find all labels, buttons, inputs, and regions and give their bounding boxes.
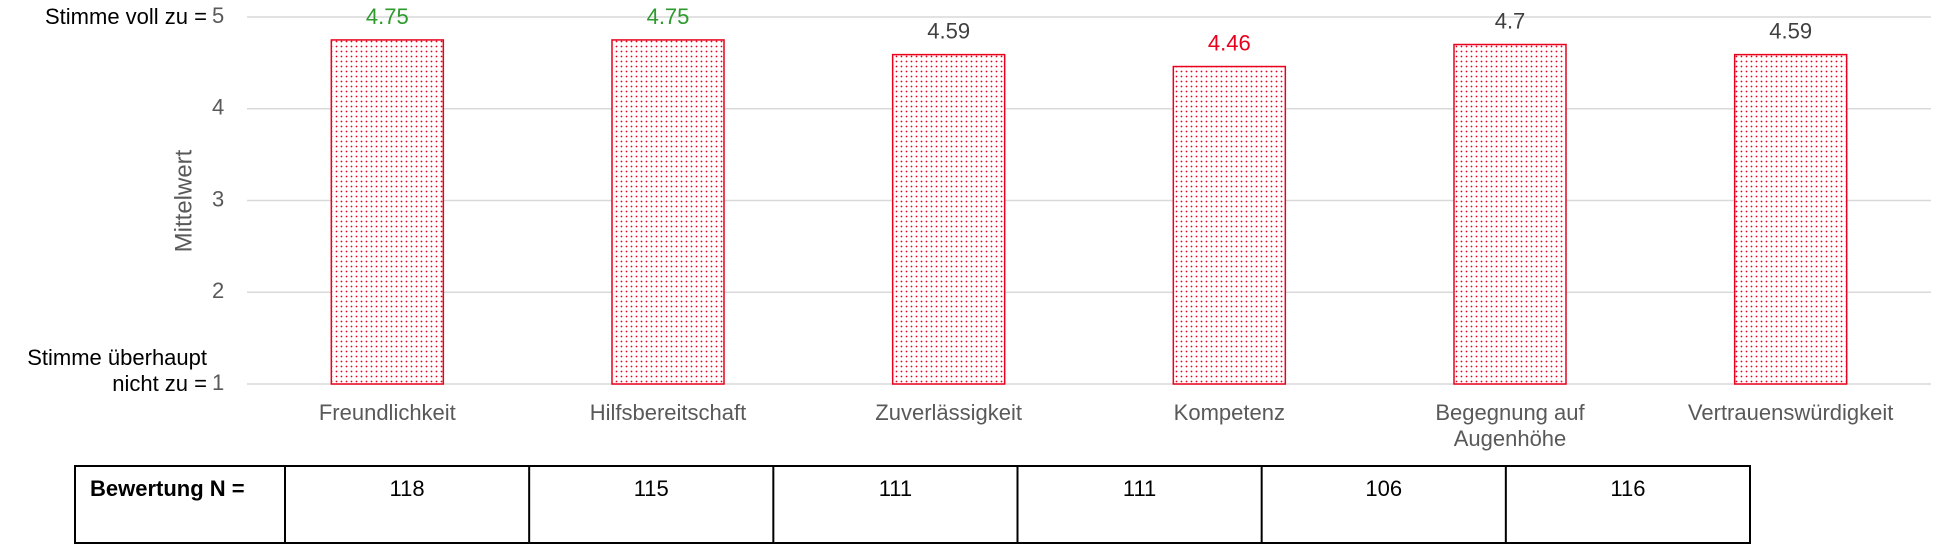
value-label: 4.59 bbox=[1769, 18, 1812, 43]
x-tick-label: Begegnung auf Augenhöhe bbox=[1435, 400, 1585, 451]
bar bbox=[330, 39, 445, 385]
value-label: 4.7 bbox=[1495, 8, 1526, 33]
x-tick-label: Kompetenz bbox=[1173, 400, 1285, 425]
table-cell: 116 bbox=[1610, 476, 1645, 501]
y-tick-label: 1 bbox=[212, 370, 224, 395]
y-tick-label: 3 bbox=[212, 186, 224, 211]
bar bbox=[891, 53, 1006, 385]
y-bottom-annotation: Stimme überhaupt nicht zu = bbox=[27, 345, 207, 396]
table-cell: 115 bbox=[634, 476, 669, 501]
x-tick-label: Vertrauenswürdigkeit bbox=[1687, 400, 1894, 425]
y-axis-label: Mittelwert bbox=[170, 149, 197, 252]
bar bbox=[1733, 53, 1848, 385]
y-tick-label: 4 bbox=[212, 95, 224, 120]
bar bbox=[611, 39, 725, 385]
x-tick-label: Hilfsbereitschaft bbox=[589, 400, 747, 425]
bar bbox=[1453, 43, 1567, 385]
y-tick-label: 5 bbox=[212, 3, 224, 28]
bar bbox=[1172, 65, 1287, 385]
table-cell: 111 bbox=[1123, 476, 1156, 501]
x-tick-label: Freundlichkeit bbox=[318, 400, 456, 425]
table-cell: 106 bbox=[1365, 476, 1402, 501]
table-cell: 111 bbox=[879, 476, 912, 501]
value-label: 4.75 bbox=[647, 4, 690, 29]
value-label: 4.75 bbox=[366, 4, 409, 29]
x-tick-label: Zuverlässigkeit bbox=[875, 400, 1023, 425]
value-label: 4.59 bbox=[927, 18, 970, 43]
y-top-annotation: Stimme voll zu = bbox=[45, 4, 207, 29]
y-tick-label: 2 bbox=[212, 278, 224, 303]
table-border bbox=[74, 465, 1751, 544]
table-cell: 118 bbox=[390, 476, 425, 501]
table-header: Bewertung N = bbox=[90, 476, 245, 501]
value-label: 4.46 bbox=[1208, 30, 1251, 55]
